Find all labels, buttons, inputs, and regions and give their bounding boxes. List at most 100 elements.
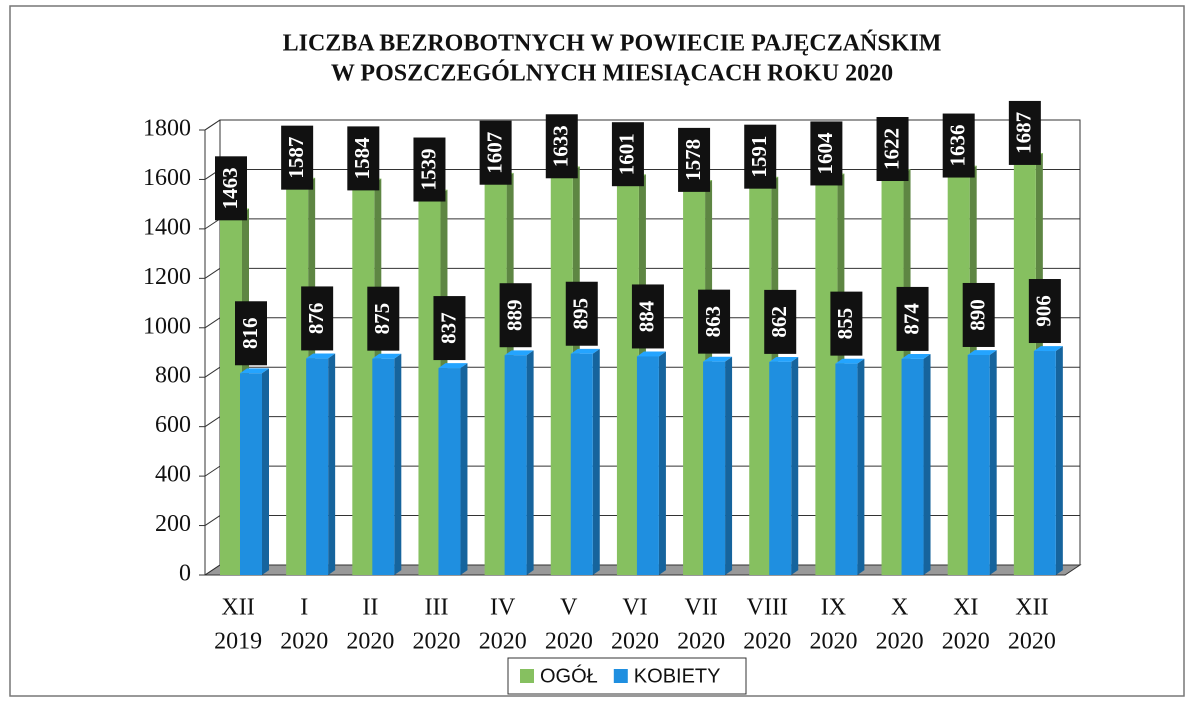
bar bbox=[550, 171, 573, 575]
x-tick-label: I bbox=[300, 595, 308, 621]
bar bbox=[352, 183, 375, 575]
bar bbox=[947, 170, 970, 576]
data-label-box bbox=[301, 286, 334, 351]
x-tick-label: XII bbox=[1015, 595, 1048, 621]
bar-side bbox=[1055, 346, 1063, 575]
bar bbox=[286, 182, 309, 576]
data-label: 1539 bbox=[416, 149, 440, 191]
data-label-box bbox=[479, 120, 512, 185]
data-label: 837 bbox=[436, 312, 460, 344]
data-label-box bbox=[698, 289, 731, 354]
bar bbox=[1033, 351, 1056, 575]
x-tick-label: 2020 bbox=[942, 629, 990, 655]
data-label: 1578 bbox=[681, 139, 705, 181]
data-label-box bbox=[215, 156, 247, 221]
grid-line bbox=[204, 267, 221, 279]
grid-line bbox=[204, 366, 221, 378]
bar-side bbox=[262, 368, 269, 575]
x-tick-label: 2020 bbox=[677, 629, 725, 655]
bar-top bbox=[372, 353, 402, 359]
grid-line bbox=[204, 515, 221, 526]
bar-side bbox=[857, 358, 865, 575]
bar-top bbox=[835, 358, 865, 364]
grid-line bbox=[204, 564, 221, 576]
data-label: 906 bbox=[1032, 295, 1056, 327]
legend-swatch bbox=[613, 669, 628, 683]
y-tick-label: 800 bbox=[155, 363, 191, 389]
data-label: 1633 bbox=[549, 125, 573, 167]
data-label: 1584 bbox=[350, 137, 374, 180]
x-tick-label: V bbox=[560, 595, 578, 621]
chart-title: W POSZCZEGÓLNYCH MIESIĄCACH ROKU 2020 bbox=[331, 60, 893, 87]
grid-line bbox=[204, 416, 221, 428]
bar-side bbox=[460, 363, 468, 575]
x-tick-label: VIII bbox=[747, 595, 788, 621]
data-label: 889 bbox=[502, 299, 526, 331]
data-label-box bbox=[281, 125, 314, 190]
bar bbox=[636, 356, 659, 575]
grid-line bbox=[204, 317, 221, 329]
bar bbox=[484, 177, 507, 576]
bar-top bbox=[1033, 346, 1063, 352]
bar-top bbox=[636, 351, 666, 357]
bar-side bbox=[658, 351, 666, 575]
x-tick-label: III bbox=[425, 595, 449, 621]
y-tick-label: 0 bbox=[179, 561, 191, 587]
bar bbox=[220, 213, 242, 575]
bar-top bbox=[306, 353, 336, 359]
data-label-box bbox=[942, 113, 975, 178]
data-label-box bbox=[962, 282, 995, 347]
data-label: 816 bbox=[238, 318, 262, 350]
data-label: 863 bbox=[701, 306, 725, 338]
data-label: 1463 bbox=[218, 167, 242, 209]
data-label-box bbox=[347, 126, 380, 191]
x-tick-label: 2020 bbox=[280, 629, 328, 655]
x-tick-label: 2020 bbox=[743, 629, 791, 655]
bar-top bbox=[570, 348, 600, 354]
bar bbox=[240, 373, 262, 575]
bar bbox=[616, 179, 639, 576]
bar bbox=[703, 361, 726, 575]
bar bbox=[504, 355, 527, 575]
bar-top bbox=[967, 350, 997, 355]
x-tick-label: VI bbox=[622, 595, 647, 621]
y-tick-label: 1200 bbox=[143, 264, 191, 290]
x-tick-label: 2020 bbox=[479, 629, 527, 655]
data-label: 855 bbox=[833, 308, 857, 340]
x-tick-label: 2020 bbox=[611, 629, 659, 655]
data-label: 876 bbox=[304, 303, 328, 335]
bar bbox=[1013, 157, 1036, 576]
bar bbox=[901, 358, 924, 575]
bar-side bbox=[791, 356, 799, 575]
data-label-box bbox=[545, 114, 578, 179]
bar bbox=[749, 181, 772, 576]
bar-side bbox=[923, 354, 931, 575]
data-label: 1604 bbox=[813, 132, 837, 175]
data-label-box bbox=[367, 286, 400, 351]
data-label-box bbox=[413, 137, 446, 202]
bar bbox=[438, 368, 461, 575]
data-label-box bbox=[678, 127, 711, 192]
bar-top bbox=[504, 350, 534, 356]
bar-top bbox=[769, 356, 799, 362]
data-label-box bbox=[565, 281, 598, 346]
bar-top bbox=[438, 363, 468, 369]
data-label: 895 bbox=[569, 298, 593, 330]
bar-side bbox=[328, 353, 336, 575]
x-tick-label: VII bbox=[684, 595, 717, 621]
data-label: 1622 bbox=[879, 128, 903, 170]
legend-swatch bbox=[520, 669, 534, 683]
legend-label: OGÓŁ bbox=[540, 664, 598, 687]
legend-label: KOBIETY bbox=[634, 665, 721, 687]
data-label-box bbox=[611, 122, 644, 187]
data-label-box bbox=[499, 283, 532, 348]
data-label: 1591 bbox=[747, 136, 771, 178]
data-label: 1587 bbox=[284, 137, 308, 179]
x-tick-label: 2020 bbox=[413, 629, 461, 655]
y-tick-label: 200 bbox=[155, 511, 191, 537]
x-tick-label: IX bbox=[821, 595, 846, 621]
x-tick-label: 2020 bbox=[876, 629, 924, 655]
y-tick-label: 1400 bbox=[143, 214, 191, 240]
data-label-box bbox=[1028, 279, 1061, 344]
data-label-box bbox=[631, 284, 664, 349]
